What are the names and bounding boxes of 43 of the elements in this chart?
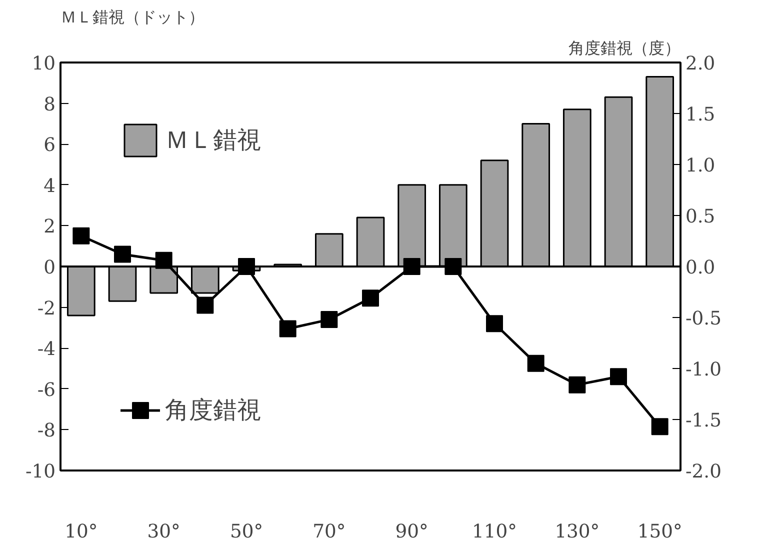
y2-tick-label: -1.5 [686, 410, 722, 432]
y2-axis-title: 角度錯視（度） [568, 38, 680, 58]
point [279, 320, 296, 338]
x-tick-label: 50° [230, 522, 264, 542]
point [610, 368, 627, 386]
y2-tick-label: -2.0 [686, 462, 722, 482]
x-tick-label: 130° [554, 522, 600, 542]
y2-tick-label: 2.0 [686, 54, 716, 74]
point [527, 354, 544, 372]
point [196, 296, 214, 314]
y2-tick-label: 1.0 [686, 156, 716, 176]
y2-tick-label: 0.0 [686, 258, 716, 278]
y-axis-title: ＭＬ錯視（ドット） [60, 8, 204, 26]
x-tick-label: 90° [395, 522, 428, 542]
x-tick-label: 110° [472, 522, 517, 542]
y-tick-label: 6 [44, 135, 56, 156]
x-tick-label: 150° [637, 522, 682, 542]
y-tick-label: -2 [37, 298, 56, 320]
y-tick-label: 0 [44, 258, 56, 278]
point [651, 418, 668, 436]
point [72, 227, 90, 244]
y-tick-label: -10 [25, 462, 56, 482]
y2-tick-label: -1.0 [686, 360, 722, 380]
y-tick-label: -4 [37, 339, 56, 360]
y-tick-label: -8 [37, 420, 56, 442]
legend-label: 角度錯視 [165, 395, 261, 426]
y2-tick-label: -0.5 [686, 308, 722, 330]
y-tick-label: 2 [44, 216, 56, 238]
point [568, 376, 586, 394]
point [362, 290, 379, 307]
x-tick-label: 70° [312, 522, 346, 542]
point [486, 315, 503, 332]
y2-tick-label: 1.5 [686, 104, 716, 126]
x-tick-label: 30° [147, 522, 180, 542]
x-tick-label: 10° [64, 522, 98, 542]
y-tick-label: 8 [44, 94, 56, 116]
legend-label: ＭＬ錯視 [165, 125, 261, 156]
y2-tick-label: 0.5 [686, 206, 716, 228]
y-tick-label: -6 [37, 380, 56, 401]
point [114, 246, 131, 263]
y-tick-label: 4 [44, 176, 56, 197]
y-tick-label: 10 [32, 54, 56, 74]
point [320, 311, 338, 328]
